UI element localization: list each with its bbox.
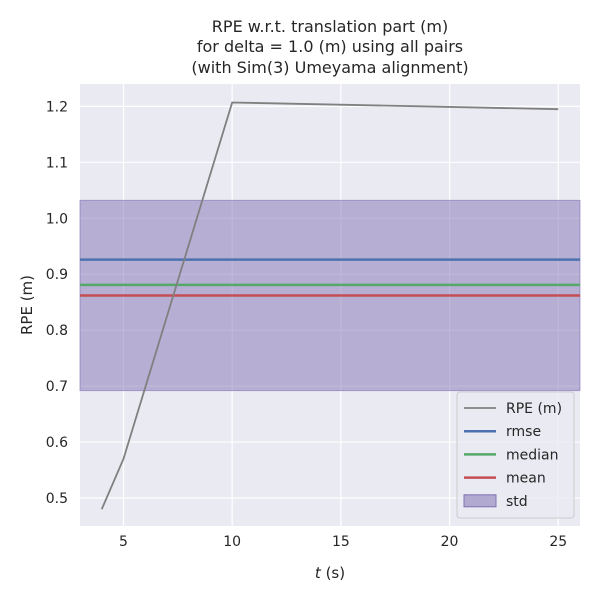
y-axis-label: RPE (m) — [18, 275, 36, 335]
y-tick-label: 0.8 — [46, 323, 68, 339]
statistic-lines-layer — [80, 258, 580, 297]
x-axis-label: t (s) — [315, 564, 345, 582]
chart-subtitle-2: (with Sim(3) Umeyama alignment) — [191, 58, 468, 77]
rpe-series-line — [100, 101, 559, 510]
y-tick-label: 0.7 — [46, 379, 68, 395]
y-tick-label: 1.0 — [46, 211, 68, 227]
chart-title: RPE w.r.t. translation part (m) — [212, 17, 448, 36]
legend-box — [456, 391, 575, 519]
y-tick-label: 1.2 — [46, 99, 68, 115]
x-tick-label: 5 — [119, 534, 128, 550]
legend: RPE (m) rmse median mean std — [456, 391, 575, 519]
legend-swatch — [463, 494, 497, 508]
y-tick-label: 1.1 — [46, 155, 68, 171]
legend-label: rmse — [506, 424, 541, 440]
x-axis-label-unit: (s) — [321, 564, 345, 582]
chart-subtitle-1: for delta = 1.0 (m) using all pairs — [197, 37, 463, 56]
legend-label: std — [506, 494, 528, 510]
y-tick-label: 0.9 — [46, 267, 68, 283]
x-tick-labels: 5 10 15 20 25 — [119, 534, 567, 550]
x-tick-label: 20 — [441, 534, 459, 550]
series-layer — [100, 101, 559, 510]
x-tick-label: 25 — [549, 534, 567, 550]
legend-label: mean — [506, 471, 546, 487]
y-tick-labels: 0.5 0.6 0.7 0.8 0.9 1.0 1.1 1.2 — [46, 99, 68, 507]
legend-label: RPE (m) — [506, 401, 562, 417]
y-tick-label: 0.6 — [46, 435, 68, 451]
x-tick-label: 10 — [223, 534, 241, 550]
x-axis-label-var: t — [315, 564, 322, 582]
legend-label: median — [506, 447, 558, 463]
x-tick-label: 15 — [332, 534, 350, 550]
y-tick-label: 0.5 — [46, 491, 68, 507]
